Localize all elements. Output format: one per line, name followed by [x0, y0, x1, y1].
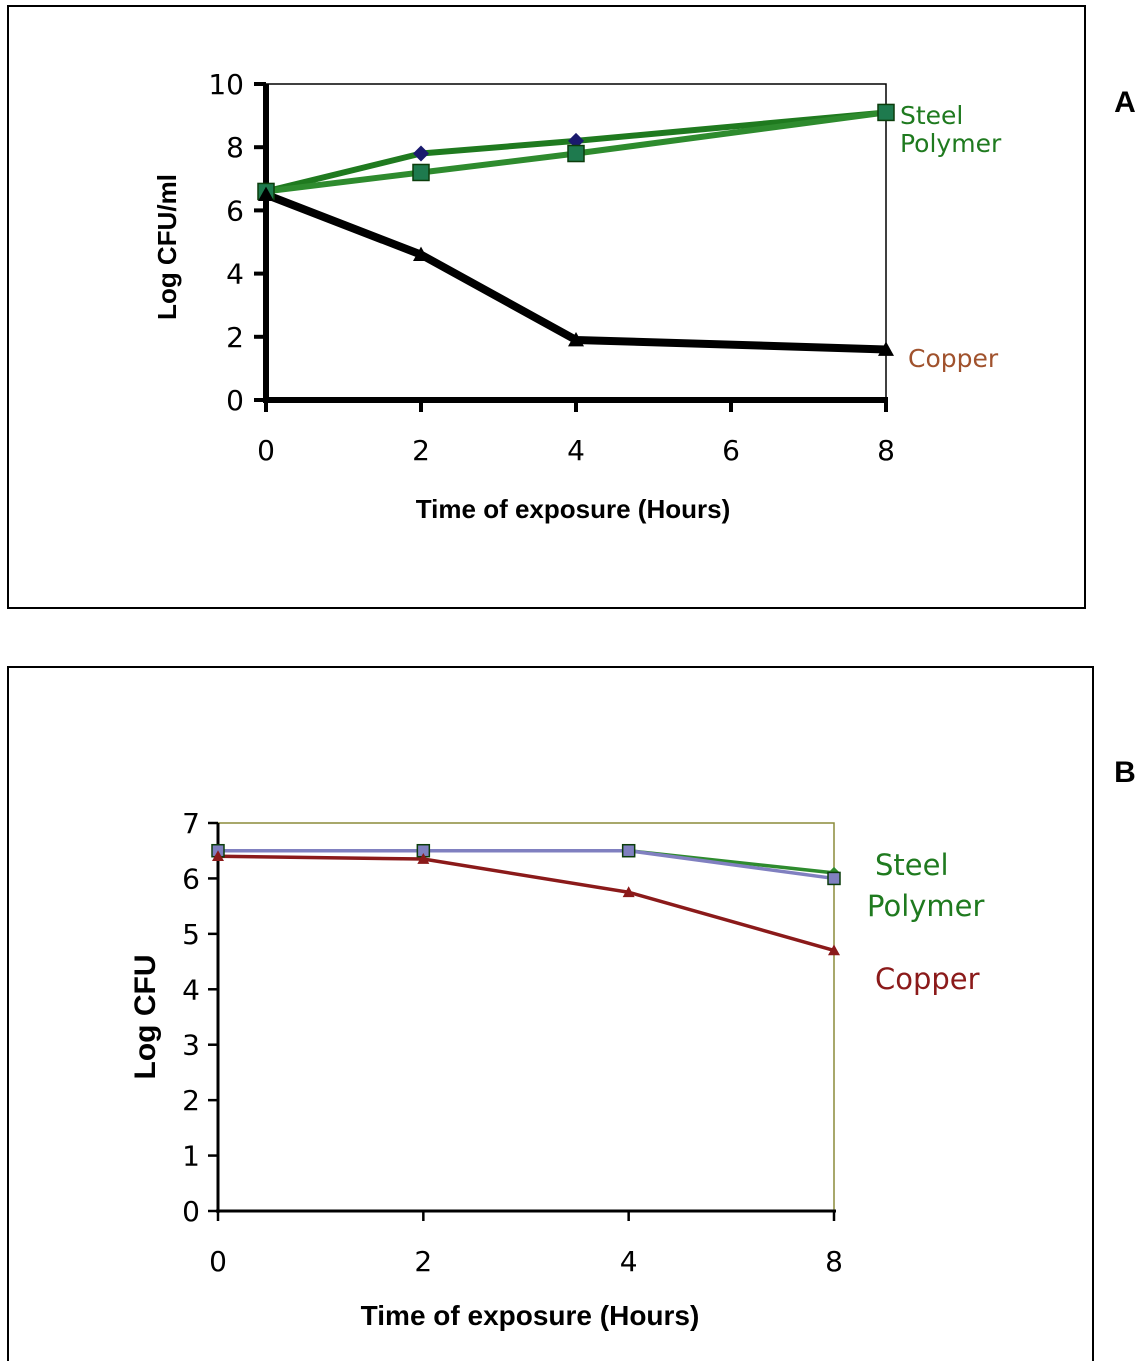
series-label-copper-a: Copper [908, 344, 999, 373]
series-line-steel-b [218, 848, 835, 875]
series-label-polymer-b: Polymer [867, 889, 985, 923]
series-label-steel-b: Steel [875, 848, 949, 882]
y-tick-label-b: 2 [182, 1084, 200, 1117]
ticks-a: 0 2 4 6 8 10 0 2 4 6 8 [208, 68, 895, 467]
y-tick-label-a: 8 [226, 131, 244, 164]
data-point-copper-a [258, 186, 274, 201]
x-axis-title-a: Time of exposure (Hours) [416, 494, 730, 524]
x-tick-label-a: 6 [722, 434, 740, 467]
data-point-copper-b [212, 850, 224, 862]
x-tick-label-a: 4 [567, 434, 585, 467]
y-tick-label-a: 2 [226, 321, 244, 354]
x-tick-label-b: 0 [209, 1245, 227, 1278]
series-markers-b [211, 843, 841, 956]
data-point-copper-b [417, 853, 430, 864]
panel-b: B Log CFU Time of exposure (Hours) 0 1 2 3 4… [7, 666, 1136, 1361]
y-tick-label-a: 0 [226, 384, 244, 417]
plot-area-a [265, 83, 887, 401]
x-tick-label-b: 2 [414, 1245, 432, 1278]
y-tick-label-b: 5 [182, 918, 200, 951]
series-label-copper-b: Copper [875, 962, 980, 996]
data-point-copper-a [878, 341, 894, 356]
data-point-polymer-a [877, 103, 895, 122]
series-label-polymer-a: Polymer [900, 129, 1002, 158]
data-point-copper-a [413, 246, 429, 262]
x-tick-label-b: 8 [825, 1245, 843, 1278]
data-point-copper-a [568, 331, 584, 347]
ticks-b: 0 1 2 3 4 5 6 7 0 2 4 8 [182, 807, 843, 1278]
series-label-steel-a: Steel [900, 101, 963, 130]
plot-area-b [217, 822, 835, 1212]
x-tick-label-a: 2 [412, 434, 430, 467]
y-axis-title-b: Log CFU [129, 955, 162, 1080]
y-tick-label-b: 3 [182, 1029, 200, 1062]
x-tick-label-a: 0 [257, 434, 275, 467]
series-line-steel-a [265, 109, 887, 195]
panel-a-letter: A [1114, 86, 1136, 119]
data-point-steel-a [413, 145, 429, 162]
panel-b-frame [7, 666, 1094, 1361]
series-lines-a [264, 109, 887, 354]
y-axis-title-a: Log CFU/ml [152, 174, 182, 320]
data-point-polymer-b [621, 843, 636, 858]
series-line-polymer-a [265, 109, 887, 195]
series-markers-a [257, 103, 895, 356]
data-point-polymer-b [827, 871, 841, 886]
x-axis-title-b: Time of exposure (Hours) [361, 1300, 700, 1331]
y-tick-label-b: 7 [182, 807, 200, 840]
y-tick-label-b: 4 [182, 973, 200, 1006]
y-tick-label-a: 6 [226, 194, 244, 227]
data-point-polymer-a [412, 163, 430, 182]
data-point-polymer-a [567, 144, 585, 163]
y-tick-label-b: 1 [182, 1140, 200, 1173]
x-tick-label-b: 4 [620, 1245, 638, 1278]
panel-a-frame [7, 5, 1086, 609]
panel-b-letter: B [1114, 756, 1136, 789]
y-tick-label-b: 6 [182, 862, 200, 895]
series-lines-b [217, 848, 835, 953]
y-tick-label-b: 0 [182, 1195, 200, 1228]
y-tick-label-a: 10 [208, 68, 244, 101]
panel-a: A Log CFU/ml Time of exposure (Hours) 0 2… [7, 5, 1136, 609]
data-point-copper-b [622, 886, 635, 898]
y-tick-label-a: 4 [226, 258, 244, 291]
series-line-copper-a [264, 190, 887, 354]
series-line-copper-b [217, 854, 835, 953]
series-line-polymer-b [218, 848, 835, 881]
data-point-copper-b [828, 944, 840, 956]
x-tick-label-a: 8 [877, 434, 895, 467]
